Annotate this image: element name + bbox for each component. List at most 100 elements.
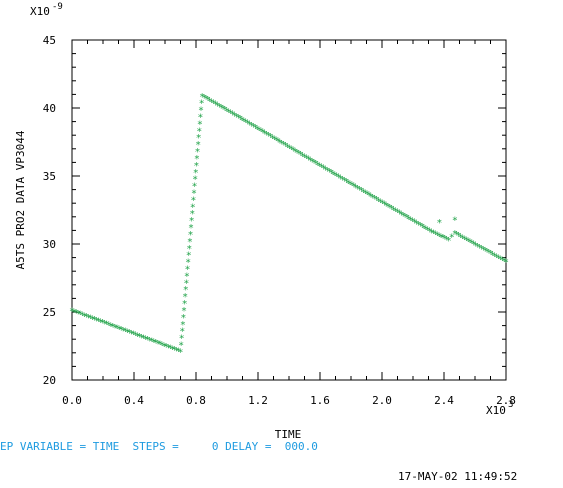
data-point: * [178,341,184,352]
data-point: * [286,143,292,154]
data-point: * [503,258,509,269]
data-point: * [248,121,254,132]
data-point: * [211,99,217,110]
data-point: * [264,130,270,141]
data-point: * [473,241,479,252]
data-point: * [410,217,416,228]
data-point: * [147,336,153,347]
data-point: * [486,248,492,259]
x-tick-label: 2.0 [372,394,392,407]
x-tick-label: 0.0 [62,394,82,407]
data-point: * [279,139,285,150]
data-point: * [292,147,298,158]
y-tick-label: 20 [43,374,56,387]
x-tick-label: 1.6 [310,394,330,407]
data-point: * [298,150,304,161]
data-point: * [402,212,408,223]
data-point: * [349,181,355,192]
timestamp: 17-MAY-02 11:49:52 [398,470,518,483]
data-point: * [190,195,196,206]
data-point: * [427,227,433,238]
data-point: * [194,147,200,158]
data-point: * [393,206,399,217]
data-point: * [332,170,338,181]
data-point: * [271,134,277,145]
data-point: * [430,229,436,240]
data-point: * [198,106,204,117]
data-point: * [277,138,283,149]
data-point: * [315,160,321,171]
status-line: EP VARIABLE = TIME STEPS = 0 DELAY = 000… [0,440,318,453]
data-point: * [303,154,309,165]
data-point: * [243,118,249,129]
data-point: * [186,251,192,262]
data-point: * [458,232,464,243]
data-point: * [212,100,218,111]
data-point: * [376,196,382,207]
data-point: * [469,239,475,250]
data-point: * [141,334,147,345]
data-point: * [260,128,266,139]
data-point: * [96,317,102,328]
data-point: * [415,220,421,231]
data-point: * [417,221,423,232]
data-point: * [180,320,186,331]
data-point: * [322,165,328,176]
data-point: * [267,132,273,143]
data-point: * [231,111,237,122]
data-point: * [94,316,100,327]
data-point: * [149,337,155,348]
data-point: * [184,271,190,282]
data-point: * [197,119,203,130]
data-point: * [157,340,163,351]
data-point: * [262,129,268,140]
data-point: * [153,338,159,349]
data-point: * [313,159,319,170]
data-point: * [189,209,195,220]
data-point: * [482,246,488,257]
data-point: * [357,185,363,196]
data-point: * [185,258,191,269]
data-point: * [307,156,313,167]
data-point: * [454,230,460,241]
data-point: * [79,310,85,321]
data-point: * [425,226,431,237]
x-tick-label: 1.2 [248,394,268,407]
data-point: * [339,175,345,186]
data-point: * [345,178,351,189]
data-point: * [488,249,494,260]
data-point: * [452,216,458,227]
y-multiplier-label: X10 [30,5,50,18]
data-point: * [328,168,334,179]
data-point: * [319,163,325,174]
data-point: * [189,216,195,227]
data-point: * [190,202,196,213]
data-point: * [183,285,189,296]
data-point: * [192,175,198,186]
data-point: * [324,166,330,177]
data-point: * [155,339,161,350]
data-point: * [385,202,391,213]
data-point: * [379,199,385,210]
data-point: * [205,95,211,106]
data-point: * [230,110,236,121]
data-point: * [194,154,200,165]
data-point: * [463,235,469,246]
x-multiplier-label: X10 [486,404,506,417]
data-point: * [100,318,106,329]
data-point: * [137,332,143,343]
data-point: * [126,328,132,339]
data-point: * [180,313,186,324]
data-point: * [226,107,232,118]
data-point: * [89,314,95,325]
data-point: * [281,140,287,151]
data-point: * [118,325,124,336]
data-point: * [364,190,370,201]
data-point: * [490,250,496,261]
y-axis-label: A5TS PRO2 DATA VP3044 [14,130,27,269]
data-point: * [218,103,224,114]
data-point: * [195,140,201,151]
x-axis-label: TIME [275,428,302,441]
data-point: * [228,109,234,120]
